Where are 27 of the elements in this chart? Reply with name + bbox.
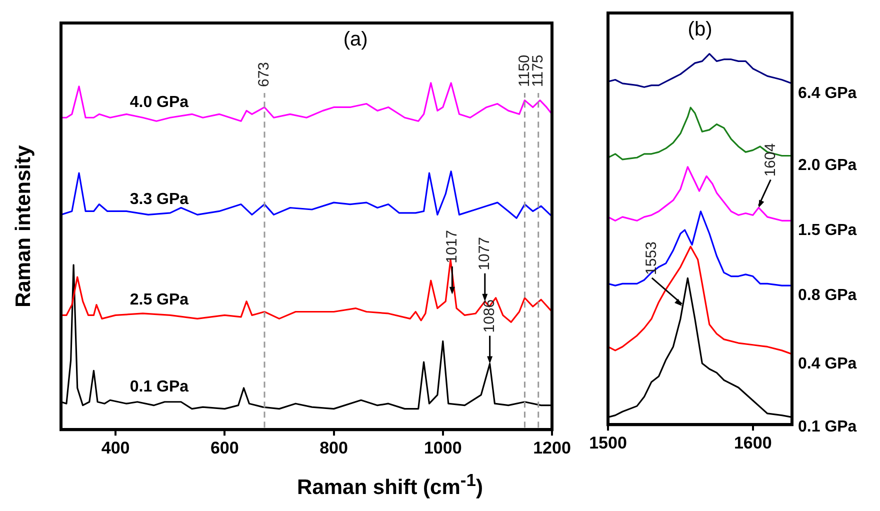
series-label: 2.0 GPa xyxy=(798,157,857,174)
annotation: 1604 xyxy=(762,143,779,177)
series-label: 6.4 GPa xyxy=(798,84,857,102)
x-tick-label: 400 xyxy=(101,438,130,458)
x-axis-title: Raman shift (cm$^{-1}$) xyxy=(296,470,484,500)
annotation: 1553 xyxy=(643,242,660,275)
x-tick-label: 1200 xyxy=(533,438,571,458)
series-label: 0.8 GPa xyxy=(798,286,857,304)
series-label: 0.1 GPa xyxy=(130,378,189,396)
x-tick-label: 600 xyxy=(210,438,239,458)
chart-title: (b) xyxy=(688,18,712,41)
annotation: 1086 xyxy=(480,299,498,333)
x-tick-label: 1500 xyxy=(589,433,627,452)
y-axis-title: Raman intensity xyxy=(12,144,35,308)
series-label: 2.5 GPa xyxy=(130,292,189,309)
x-tick-label: 800 xyxy=(320,438,348,458)
series-label: 0.1 GPa xyxy=(798,418,857,436)
annotation: 1077 xyxy=(476,236,494,270)
series-label: 1.5 GPa xyxy=(798,222,857,240)
annotation: 1017 xyxy=(443,230,460,264)
ref-line-label: 673 xyxy=(256,62,273,87)
series-label: 3.3 GPa xyxy=(130,191,189,208)
x-tick-label: 1000 xyxy=(424,438,462,458)
chart-title: (a) xyxy=(343,28,368,51)
series-label: 4.0 GPa xyxy=(130,94,189,112)
series-label: 0.4 GPa xyxy=(798,356,857,373)
x-tick-label: 1600 xyxy=(734,433,772,452)
